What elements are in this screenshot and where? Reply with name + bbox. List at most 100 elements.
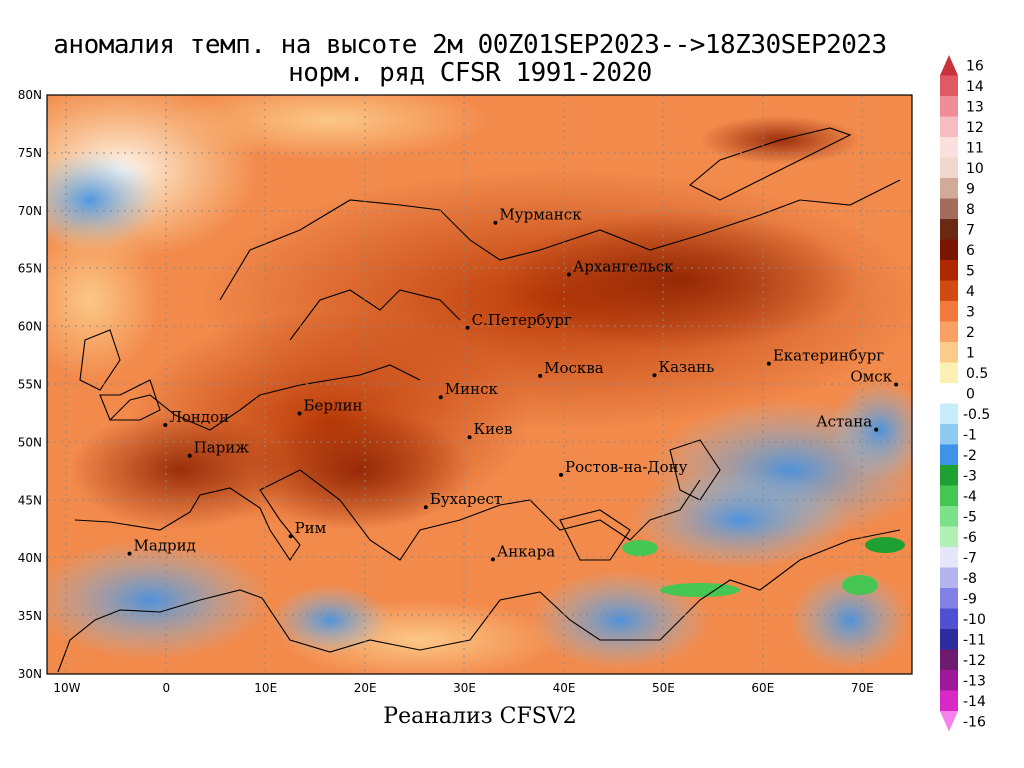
city-label: Мурманск [499,206,582,224]
colorbar-label: 0 [966,386,975,402]
colorbar-swatch [940,526,958,547]
city-marker [127,551,132,556]
city-marker [566,272,571,277]
colorbar-label: -6 [963,530,977,546]
city-marker [297,411,302,416]
colorbar-swatch [940,342,958,363]
lon-tick-label: 60E [751,681,774,695]
colorbar-label: -4 [963,489,977,505]
colorbar-swatch [940,55,958,76]
lon-tick-label: 40E [553,681,576,695]
colorbar-label: -14 [963,694,986,710]
city-marker [538,373,543,378]
city-marker [766,361,771,366]
map-frame [46,94,913,675]
colorbar-swatch [940,567,958,588]
colorbar-label: 6 [966,243,975,259]
city-label: Париж [194,439,250,457]
city-label: Астана [816,413,872,431]
colorbar-swatch [940,75,958,96]
lat-tick-label: 70N [18,204,42,218]
city-label: Анкара [497,542,555,560]
colorbar-label: 1 [966,345,975,361]
lon-tick-label: 20E [354,681,377,695]
colorbar-swatch [940,424,958,445]
colorbar-label: -10 [963,612,986,628]
colorbar-label: -2 [963,448,977,464]
lon-tick-label: 10W [53,681,80,695]
colorbar-label: -9 [963,591,977,607]
colorbar-swatch [940,96,958,117]
city-labels: Мурманск Архангельск С.Петербург Москва Каза… [127,206,899,562]
colorbar-label: -1 [963,427,977,443]
lon-tick-label: 50E [652,681,675,695]
colorbar-swatch [940,198,958,219]
city-marker [894,382,899,387]
colorbar-label: 13 [966,99,984,115]
lat-tick-label: 75N [18,146,42,160]
colorbar-swatch [940,260,958,281]
colorbar-swatch [940,219,958,240]
colorbar-swatch [940,383,958,404]
city-label: С.Петербург [472,311,572,329]
colorbar-label: -0.5 [963,407,990,423]
colorbar-label: -8 [963,571,977,587]
colorbar-label: -7 [963,550,977,566]
colorbar-swatch [940,444,958,465]
city-label: Лондон [169,408,229,426]
city-label: Минск [445,380,499,398]
lat-tick-label: 55N [18,378,42,392]
colorbar-swatch [940,403,958,424]
colorbar-swatch [940,239,958,260]
colorbar-swatch [940,321,958,342]
city-label: Киев [474,420,513,438]
colorbar-swatch [940,485,958,506]
colorbar-label: 16 [966,58,984,74]
colorbar-label: -16 [963,714,986,730]
colorbar-swatch [940,670,958,691]
lon-tick-label: 30E [453,681,476,695]
city-label: Берлин [304,396,363,414]
colorbar-swatch [940,137,958,158]
colorbar-label: 9 [966,181,975,197]
colorbar-label: 2 [966,325,975,341]
anomaly-field: Мурманск Архангельск С.Петербург Москва Каза… [47,95,912,674]
colorbar-label: 4 [966,284,975,300]
colorbar-swatch [940,547,958,568]
colorbar-label: 11 [966,140,984,156]
city-marker [438,395,443,400]
colorbar-label: 14 [966,79,984,95]
city-marker [163,423,168,428]
colorbar-swatch [940,301,958,322]
city-marker [465,325,470,330]
colorbar-label: 8 [966,202,975,218]
reanalysis-caption: Реанализ CFSV2 [383,704,577,729]
colorbar-swatch [940,362,958,383]
lat-tick-label: 35N [18,609,42,623]
city-marker [493,220,498,225]
colorbar-label: 0.5 [966,366,988,382]
colorbar-swatch [940,116,958,137]
colorbar-label: -12 [963,653,986,669]
lat-tick-label: 30N [18,667,42,681]
map-title-line2: норм. ряд CFSR 1991-2020 [288,58,652,88]
lon-tick-label: 10E [254,681,277,695]
city-marker [874,427,879,432]
city-label: Бухарест [430,490,502,508]
colorbar-labels: 16 14 13 12 11 10 9 8 7 6 5 4 3 2 1 0.5 0 -0.5 -1 -2 -3 -4 -5 -… [963,58,990,730]
colorbar-label: 12 [966,120,984,136]
city-label: Омск [850,368,892,386]
colorbar-label: 7 [966,222,975,238]
colorbar-swatch [940,711,958,732]
colorbar-label: 5 [966,263,975,279]
city-marker [467,435,472,440]
colorbar-label: -11 [963,632,986,648]
city-marker [652,373,657,378]
colorbar-swatch [940,280,958,301]
city-marker [288,534,293,539]
lat-tick-label: 50N [18,435,42,449]
colorbar-swatch [940,608,958,629]
lon-tick-label: 70E [851,681,874,695]
colorbar-swatch [940,465,958,486]
city-label: Ростов-на-Дону [565,458,688,476]
